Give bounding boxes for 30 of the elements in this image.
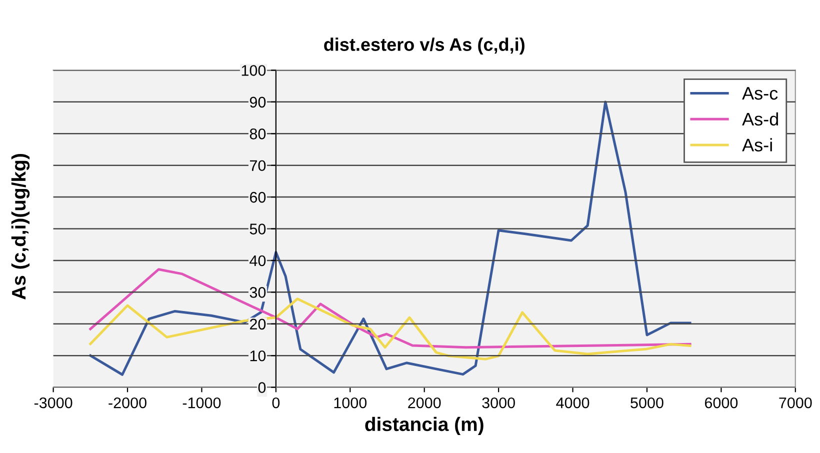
y-tick-label: 20: [250, 318, 266, 330]
legend-label: As-d: [742, 112, 778, 126]
line-series: [89, 268, 692, 349]
y-axis-title: As (c,d,i)(ug/kg): [11, 154, 30, 300]
x-tick-label: -1000: [182, 397, 221, 408]
y-tick-label: 80: [250, 128, 266, 140]
x-tick-label: 4000: [556, 397, 590, 408]
x-tick-label: -2000: [108, 397, 146, 408]
x-tick-label: 2000: [408, 397, 441, 408]
y-tick-label: 30: [250, 287, 266, 298]
y-tick-label: 60: [250, 192, 266, 203]
x-tick-label: 5000: [630, 397, 664, 408]
x-tick-label: 3000: [482, 397, 515, 408]
legend-label: As-c: [742, 87, 778, 100]
y-tick-label: 90: [250, 96, 266, 108]
y-tick-label: 0: [258, 382, 266, 393]
x-tick-label: -3000: [34, 397, 72, 408]
y-tick-label: 10: [250, 350, 266, 362]
line-series: [89, 298, 692, 360]
x-axis-title: distancia (m): [365, 416, 484, 435]
legend-label: As-i: [742, 138, 772, 152]
chart-title: dist.estero v/s As (c,d,i): [324, 38, 524, 55]
x-tick-label: 6000: [704, 397, 738, 408]
y-tick-label: 100: [242, 65, 266, 76]
y-tick-label: 50: [250, 224, 266, 234]
y-tick-label: 40: [250, 255, 266, 266]
x-tick-label: 1000: [334, 397, 367, 408]
x-tick-label: 7000: [779, 397, 812, 408]
y-tick-label: 70: [250, 160, 266, 172]
x-tick-label: 0: [272, 397, 280, 408]
